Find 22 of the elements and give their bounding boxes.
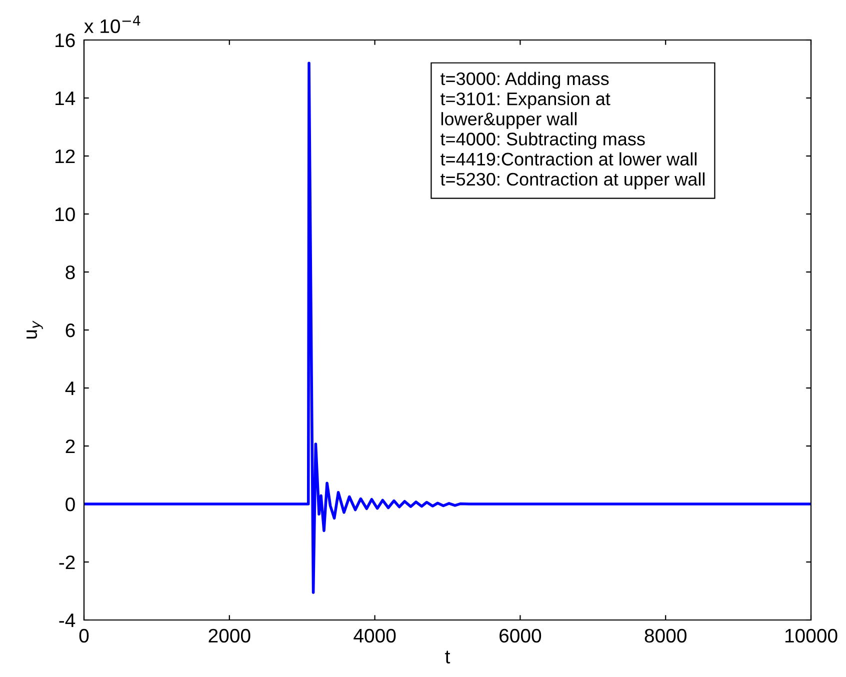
x-axis-title: t <box>445 650 450 664</box>
y-tick-label: 10 <box>56 207 75 222</box>
y-tick-label: 2 <box>66 439 75 454</box>
x-tick-label: 6000 <box>500 628 542 643</box>
x-tick-label: 2000 <box>208 628 250 643</box>
line-series <box>84 62 811 594</box>
y-tick-label: 4 <box>65 382 76 396</box>
y-tick-label: 8 <box>66 265 75 280</box>
y-tick-label: 16 <box>56 33 75 48</box>
y-tick-label: 12 <box>56 149 75 164</box>
x-tick-label: 10000 <box>785 628 838 643</box>
y-axis-title: u$_{y}$ <box>26 320 43 339</box>
annotation: t=3000: Adding mass t=3101: Expansion at lower&upper wall t=4000: Subtracting mass t=4419:Contraction at lower wall t=5230: Contraction at upper wall <box>440 72 705 190</box>
y-tick-label: 0 <box>66 497 75 512</box>
y-tick-label: 6 <box>66 323 75 338</box>
y-tick-label: -4 <box>59 614 76 628</box>
y-tick-label: -2 <box>59 555 75 570</box>
text: x 10$^{−4}$ <box>84 16 140 34</box>
y-tick-label: 14 <box>56 92 76 106</box>
x-tick-label: 0 <box>79 628 89 643</box>
x-tick-label: 4000 <box>354 628 396 643</box>
x-tick-label: 8000 <box>644 628 686 643</box>
